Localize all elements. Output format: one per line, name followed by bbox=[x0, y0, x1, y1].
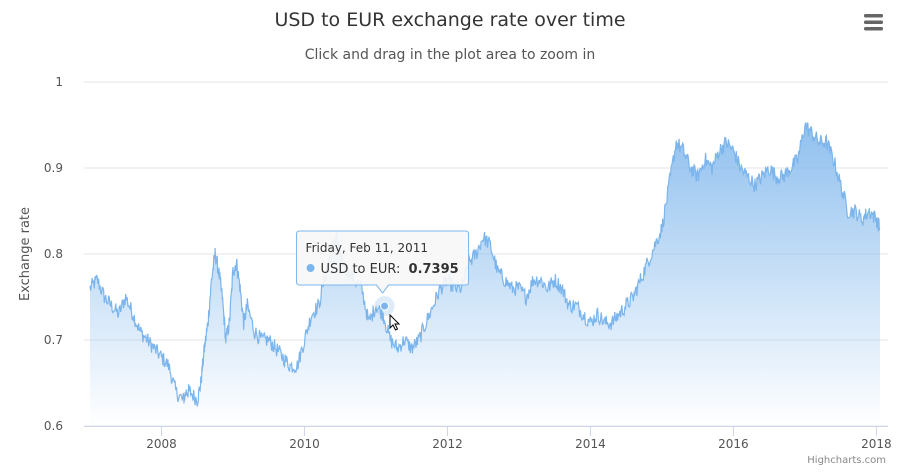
tooltip-series-label: USD to EUR: bbox=[321, 262, 401, 277]
x-tick-label: 2018 bbox=[861, 437, 892, 451]
x-tick-label: 2010 bbox=[289, 437, 320, 451]
x-tick-label: 2012 bbox=[432, 437, 463, 451]
tooltip-value: 0.7395 bbox=[409, 262, 459, 277]
tooltip-series-dot bbox=[306, 264, 315, 273]
x-axis bbox=[84, 426, 888, 436]
x-tick-label: 2016 bbox=[718, 437, 749, 451]
tooltip-date: Friday, Feb 11, 2011 bbox=[306, 241, 429, 255]
hover-marker bbox=[374, 296, 395, 317]
chart-title: USD to EUR exchange rate over time bbox=[274, 9, 625, 31]
data-point-marker bbox=[380, 301, 390, 311]
tooltip-series-text: USD to EUR: 0.7395 bbox=[321, 262, 459, 277]
credits-link[interactable]: Highcharts.com bbox=[807, 455, 886, 466]
x-axis-tick-labels: 2008 2010 2012 2014 2016 2018 bbox=[146, 437, 891, 451]
y-axis-label: Exchange rate bbox=[18, 207, 33, 301]
y-axis-tick-labels: 0.6 0.7 0.8 0.9 1 bbox=[44, 75, 63, 433]
tooltip: Friday, Feb 11, 2011 USD to EUR: 0.7395 bbox=[296, 230, 470, 294]
y-tick-label: 0.7 bbox=[44, 333, 63, 347]
series-area-fill bbox=[90, 122, 880, 426]
x-tick-label: 2014 bbox=[575, 437, 606, 451]
y-tick-label: 0.9 bbox=[44, 161, 63, 175]
y-tick-label: 0.8 bbox=[44, 247, 63, 261]
hamburger-menu-icon bbox=[864, 14, 883, 31]
y-tick-label: 1 bbox=[55, 75, 63, 89]
mouse-cursor-icon bbox=[389, 313, 401, 331]
x-tick-label: 2008 bbox=[146, 437, 177, 451]
context-menu-button[interactable] bbox=[860, 10, 888, 36]
y-tick-label: 0.6 bbox=[44, 419, 63, 433]
chart-subtitle: Click and drag in the plot area to zoom … bbox=[305, 47, 596, 63]
tooltip-box bbox=[296, 230, 470, 294]
